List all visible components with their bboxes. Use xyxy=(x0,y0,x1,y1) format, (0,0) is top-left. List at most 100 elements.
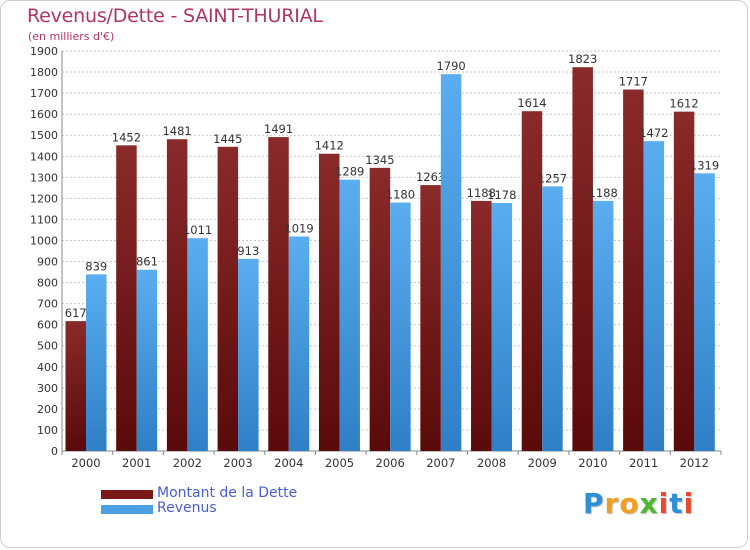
data-label: 1263 xyxy=(416,170,445,184)
bar-revenus xyxy=(339,179,360,451)
bar-dette xyxy=(623,89,644,452)
x-tick-label: 2010 xyxy=(578,456,607,470)
y-tick-label: 0 xyxy=(51,445,58,458)
data-label: 1452 xyxy=(112,130,141,144)
bar-revenus xyxy=(694,173,715,451)
data-label: 1481 xyxy=(162,124,191,138)
legend-label-revenus: Revenus xyxy=(157,500,217,516)
y-tick-label: 600 xyxy=(37,319,58,332)
bar-dette xyxy=(420,185,441,451)
logo-letter: o xyxy=(619,487,640,520)
chart-title: Revenus/Dette - SAINT-THURIAL xyxy=(27,5,323,27)
chart-subtitle: (en milliers d'€) xyxy=(28,30,115,43)
y-tick-label: 200 xyxy=(37,403,58,416)
bar-dette xyxy=(268,137,289,451)
y-tick-label: 800 xyxy=(37,277,58,290)
bar-dette xyxy=(217,146,239,451)
x-tick-label: 2008 xyxy=(477,456,506,470)
x-tick-label: 2001 xyxy=(122,456,151,470)
data-label: 1011 xyxy=(183,223,212,237)
data-label: 1319 xyxy=(690,158,719,172)
y-tick-label: 400 xyxy=(37,361,58,374)
bar-revenus xyxy=(288,236,310,451)
data-label: 861 xyxy=(136,255,158,269)
legend-swatch-revenus xyxy=(101,505,153,514)
x-tick-label: 2009 xyxy=(528,456,557,470)
y-tick-label: 1500 xyxy=(30,129,58,142)
data-label: 1472 xyxy=(639,126,668,140)
y-tick-label: 1000 xyxy=(30,234,58,247)
y-tick-label: 1400 xyxy=(30,150,58,163)
bar-dette xyxy=(166,139,188,452)
data-label: 1188 xyxy=(467,186,496,200)
bar-revenus xyxy=(86,274,107,451)
bar-dette xyxy=(521,111,543,452)
data-label: 1019 xyxy=(284,221,313,235)
data-label: 1717 xyxy=(619,75,648,89)
y-tick-label: 900 xyxy=(37,256,58,269)
y-tick-label: 1300 xyxy=(30,171,58,184)
x-tick-label: 2004 xyxy=(274,456,303,470)
proxiti-logo: Proxiti xyxy=(583,487,694,520)
bar-revenus xyxy=(440,74,462,451)
y-tick-label: 1700 xyxy=(30,87,58,100)
data-label: 1345 xyxy=(365,153,394,167)
logo-letter: i xyxy=(683,487,695,520)
y-tick-label: 700 xyxy=(37,298,58,311)
data-label: 1790 xyxy=(436,59,465,73)
logo-letter: i xyxy=(658,487,670,520)
bar-revenus xyxy=(542,186,563,452)
bar-revenus xyxy=(643,141,665,451)
x-tick-label: 2011 xyxy=(629,456,658,470)
bar-revenus xyxy=(136,269,158,451)
logo-letter: P xyxy=(583,487,605,520)
bar-dette xyxy=(318,153,340,451)
x-tick-label: 2007 xyxy=(426,456,455,470)
bar-dette xyxy=(471,200,492,451)
data-label: 1188 xyxy=(589,186,618,200)
x-tick-label: 2000 xyxy=(71,456,100,470)
x-tick-label: 2012 xyxy=(680,456,709,470)
y-tick-label: 1200 xyxy=(30,192,58,205)
data-label: 1823 xyxy=(568,52,597,66)
data-label: 617 xyxy=(65,306,87,320)
bar-dette xyxy=(65,321,86,451)
bar-revenus xyxy=(592,200,614,451)
logo-letter: r xyxy=(604,487,620,520)
bar-revenus xyxy=(390,202,411,451)
bar-dette xyxy=(673,111,695,451)
data-label: 1178 xyxy=(487,188,516,202)
y-tick-label: 300 xyxy=(37,382,58,395)
bar-dette xyxy=(572,67,593,452)
y-tick-label: 1800 xyxy=(30,66,58,79)
data-label: 1257 xyxy=(538,171,567,185)
bar-dette xyxy=(116,145,137,451)
y-tick-label: 1900 xyxy=(30,45,58,58)
logo-letter: x xyxy=(639,487,659,520)
data-label: 1614 xyxy=(517,96,546,110)
y-tick-label: 500 xyxy=(37,340,58,353)
x-tick-label: 2005 xyxy=(325,456,354,470)
data-label: 1491 xyxy=(264,122,293,136)
data-label: 1445 xyxy=(213,132,242,146)
legend-swatch-dette xyxy=(101,490,153,499)
bar-revenus xyxy=(238,258,259,451)
logo-letter: t xyxy=(669,487,684,520)
y-tick-label: 100 xyxy=(37,424,58,437)
bar-revenus xyxy=(187,238,208,451)
x-tick-label: 2006 xyxy=(376,456,405,470)
x-tick-label: 2002 xyxy=(173,456,202,470)
legend-label-dette: Montant de la Dette xyxy=(157,485,298,501)
data-label: 1612 xyxy=(669,97,698,111)
data-label: 1412 xyxy=(315,139,344,153)
x-tick-label: 2003 xyxy=(223,456,252,470)
data-label: 913 xyxy=(237,244,259,258)
bar-dette xyxy=(369,167,391,451)
bar-revenus xyxy=(491,203,513,451)
data-label: 1289 xyxy=(335,165,364,179)
data-label: 1180 xyxy=(386,188,415,202)
y-tick-label: 1100 xyxy=(30,213,58,226)
y-tick-label: 1600 xyxy=(30,108,58,121)
